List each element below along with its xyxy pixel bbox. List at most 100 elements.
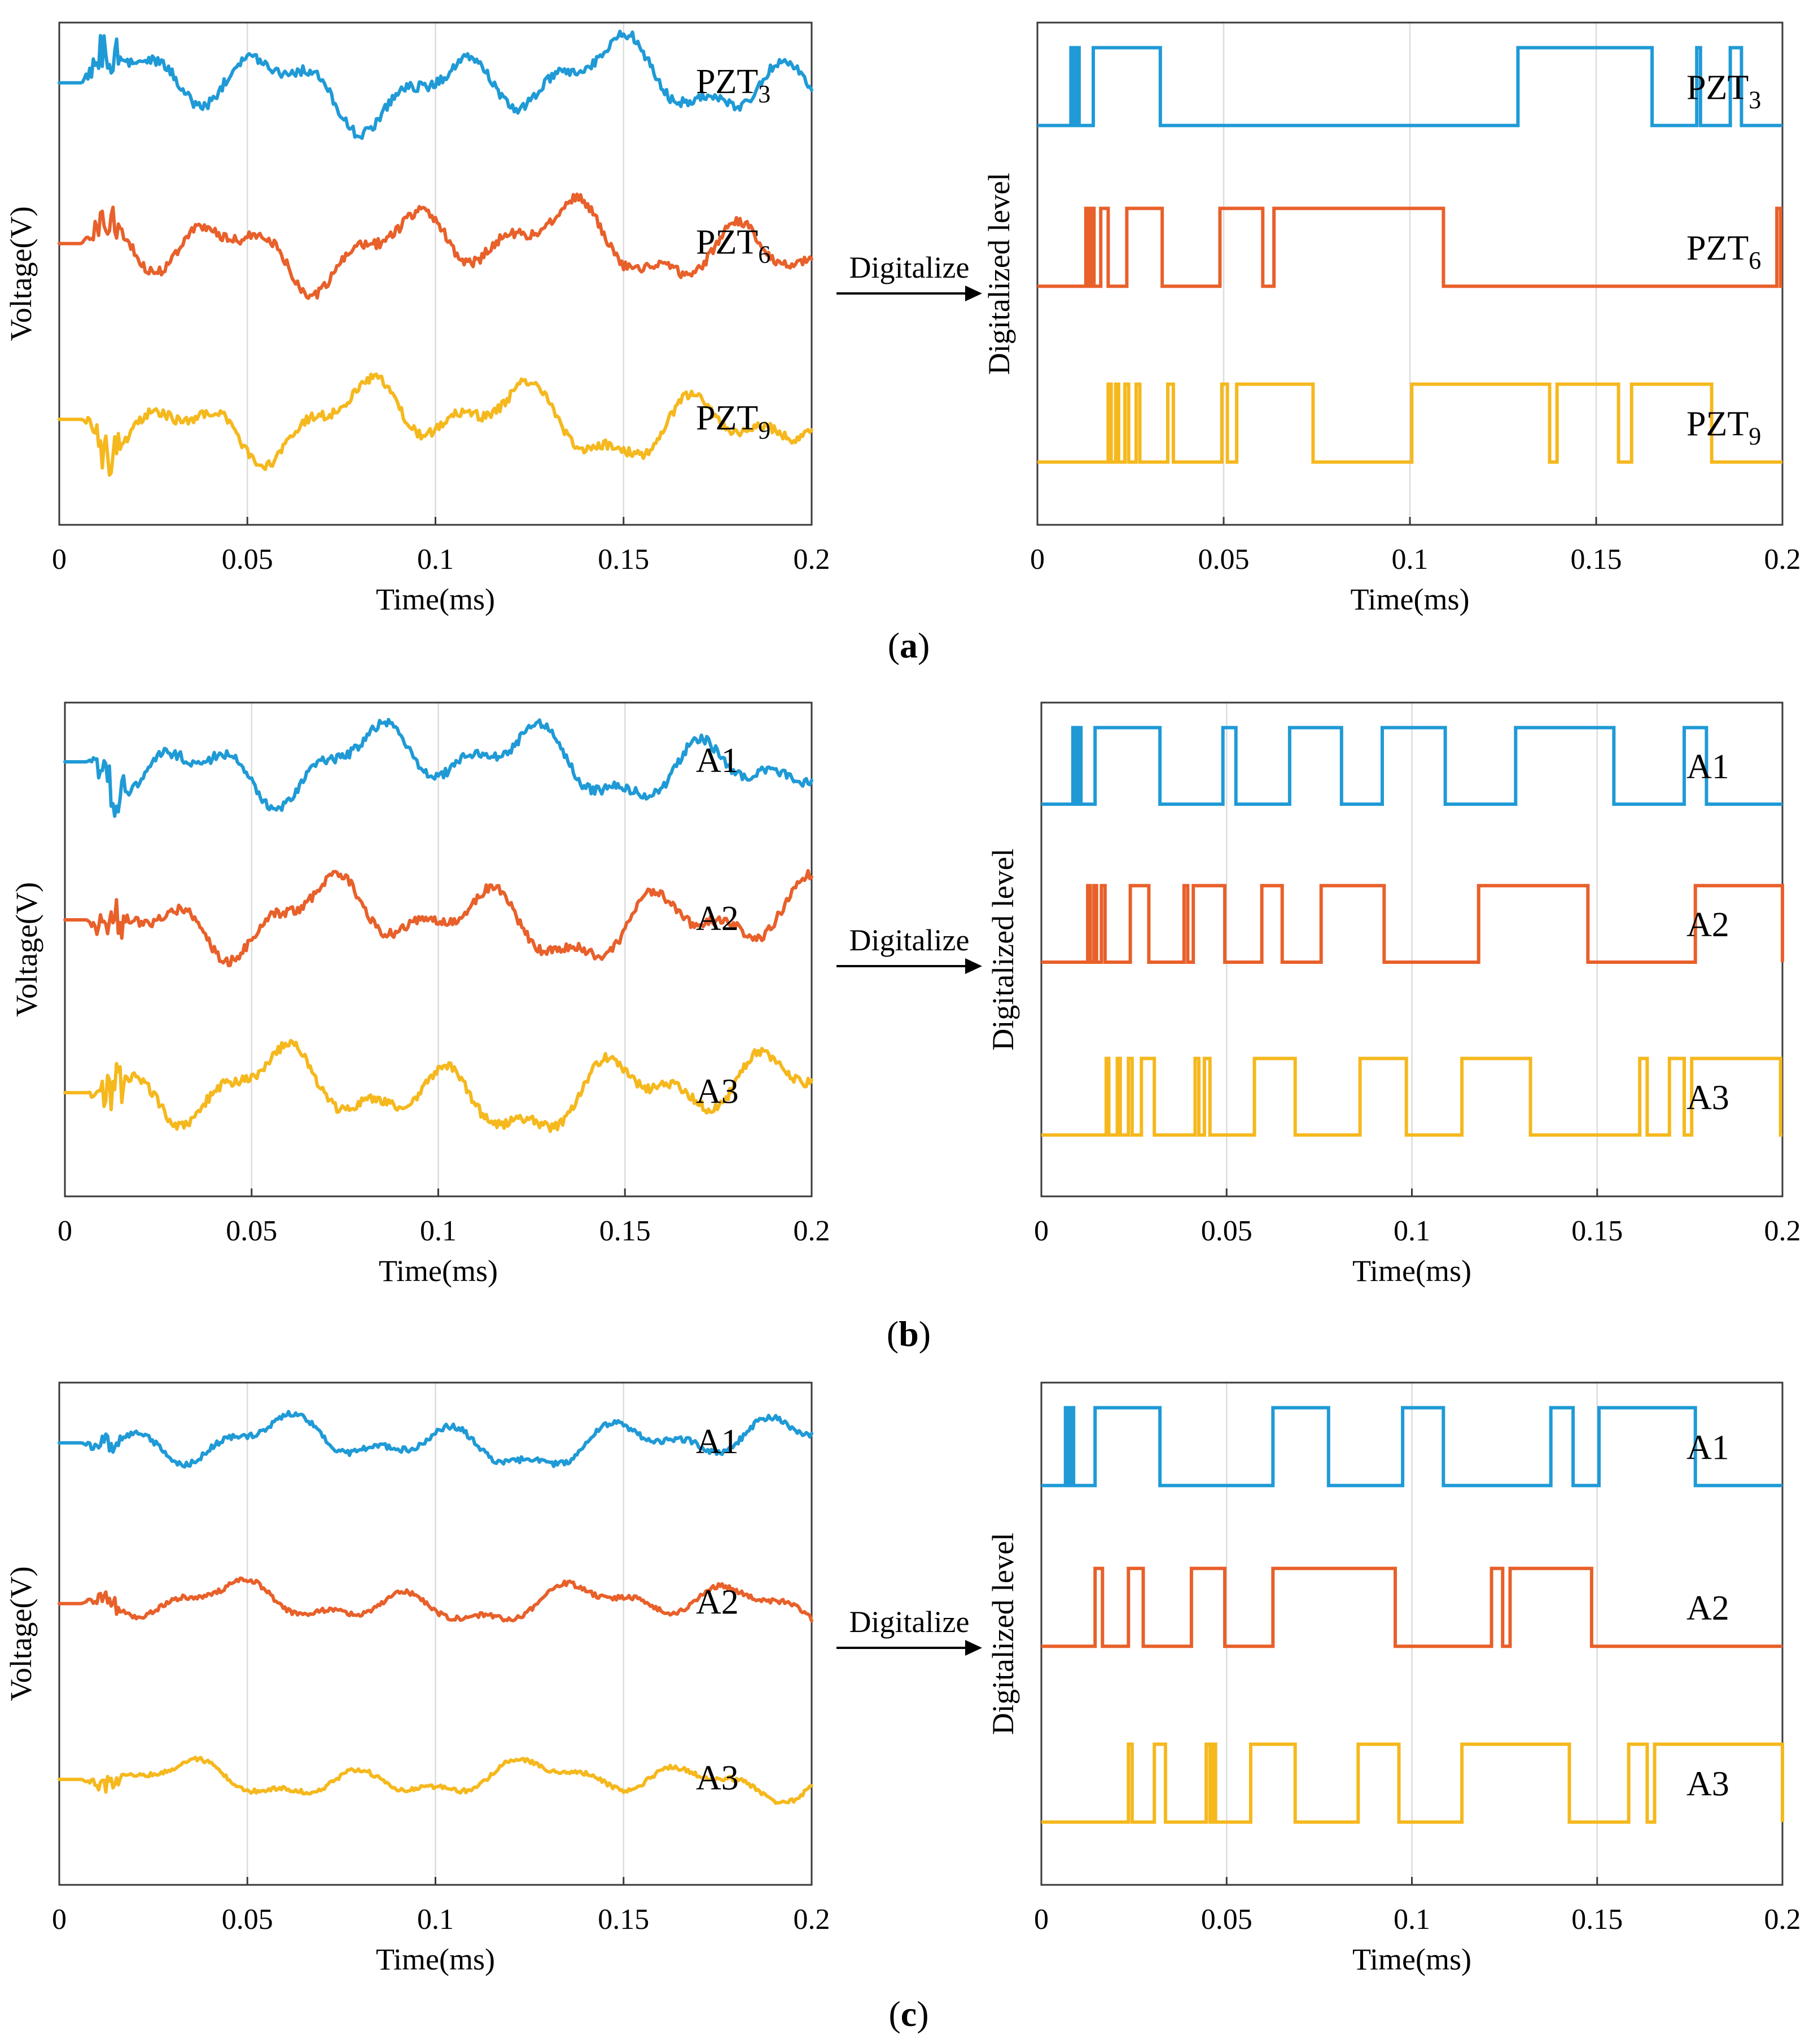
analog-xtick-label: 0.1 — [417, 1903, 454, 1936]
digital-trace-A1 — [1041, 726, 1782, 806]
analog-trace-PZT9 — [58, 372, 813, 477]
digital-series-label: A2 — [1686, 1589, 1729, 1628]
digital-trace-A3 — [1041, 1056, 1782, 1137]
digital-series-label: A3 — [1686, 1765, 1729, 1804]
digital-xlabel: Time(ms) — [1352, 1254, 1471, 1288]
analog-ylabel: Voltage(V) — [4, 207, 38, 341]
digital-axes-frame — [1036, 21, 1784, 526]
digital-series-label: PZT6 — [1686, 229, 1761, 274]
analog-trace-A3 — [58, 1756, 813, 1805]
digital-series-label: A1 — [1686, 748, 1729, 786]
analog-xtick-label: 0.15 — [598, 543, 649, 576]
analog-series-label: A3 — [696, 1072, 739, 1111]
analog-trace-A2 — [63, 869, 813, 968]
analog-trace-PZT3 — [58, 29, 813, 140]
analog-trace-A1 — [63, 718, 813, 818]
analog-xlabel: Time(ms) — [376, 582, 495, 616]
analog-xtick-label: 0.15 — [598, 1903, 649, 1936]
analog-xtick-label: 0.1 — [417, 543, 454, 576]
digital-trace-PZT6 — [1037, 207, 1782, 288]
figure-row-a: 0 0.05 0.1 0.15 0.2 Time(ms) Voltage(V) PZT3 PZT… — [4, 21, 1801, 665]
analog-series-label: PZT3 — [696, 63, 770, 108]
digitalize-label: Digitalize — [849, 923, 970, 957]
analog-trace-A1 — [58, 1410, 813, 1469]
digital-series-label: A3 — [1686, 1078, 1729, 1117]
digitalize-label: Digitalize — [849, 1605, 970, 1639]
digital-axes-frame — [1040, 1381, 1784, 1886]
digital-xtick-label: 0.2 — [1764, 543, 1801, 576]
analog-ylabel: Voltage(V) — [10, 882, 43, 1017]
panel-caption: (b) — [887, 1314, 931, 1354]
digital-panel-c: 0 0.05 0.1 0.15 0.2 Time(ms) Digitalized level… — [986, 1381, 1801, 1976]
digitalize-arrow: Digitalize — [836, 251, 982, 301]
analog-series-label: A1 — [696, 742, 739, 780]
digital-xtick-label: 0 — [1030, 543, 1045, 576]
analog-trace-A3 — [63, 1038, 813, 1133]
analog-xtick-label: 0.1 — [420, 1215, 457, 1247]
digital-trace-PZT9 — [1037, 382, 1782, 464]
analog-xtick-label: 0.05 — [226, 1215, 277, 1247]
analog-panel-a: 0 0.05 0.1 0.15 0.2 Time(ms) Voltage(V) PZT3 PZT… — [4, 21, 830, 616]
analog-xtick-label: 0 — [52, 1903, 67, 1936]
digital-xtick-label: 0.2 — [1764, 1903, 1801, 1936]
analog-axes-frame — [58, 1381, 813, 1886]
digital-xtick-label: 0.15 — [1571, 1215, 1623, 1247]
digital-panel-a: 0 0.05 0.1 0.15 0.2 Time(ms) Digitalized level… — [982, 21, 1801, 616]
arrow-head — [965, 1640, 982, 1656]
digital-xtick-label: 0.15 — [1571, 543, 1622, 576]
analog-axes-frame — [58, 21, 813, 526]
panel-caption: (a) — [888, 625, 930, 665]
analog-xtick-label: 0 — [52, 543, 67, 576]
digital-xtick-label: 0.1 — [1394, 1903, 1430, 1936]
digital-ylabel: Digitalized level — [982, 173, 1016, 375]
digital-xlabel: Time(ms) — [1350, 582, 1469, 616]
arrow-head — [965, 286, 982, 301]
analog-xlabel: Time(ms) — [379, 1254, 498, 1288]
digital-trace-A3 — [1041, 1742, 1784, 1824]
figure-row-c: 0 0.05 0.1 0.15 0.2Time(ms)Voltage(V)A1A2A30… — [4, 1381, 1801, 2034]
digital-trace-A2 — [1041, 1567, 1782, 1648]
digital-series-label: PZT3 — [1686, 68, 1761, 113]
digitalize-arrow: Digitalize — [836, 923, 982, 974]
analog-panel-c: 0 0.05 0.1 0.15 0.2 Time(ms) Voltage(V) A1 A2 A3 — [4, 1381, 830, 1976]
digital-trace-A2 — [1041, 884, 1784, 964]
analog-xtick-label: 0 — [58, 1215, 72, 1247]
digital-xtick-label: 0 — [1034, 1215, 1049, 1247]
analog-panel-b: 0 0.05 0.1 0.15 0.2 Time(ms) Voltage(V) A1 A2 A3 — [10, 701, 830, 1288]
panel-caption: (c) — [888, 1994, 928, 2034]
digital-xtick-label: 0.2 — [1764, 1215, 1801, 1247]
digital-trace-PZT3 — [1037, 46, 1782, 128]
digitalize-arrow: Digitalize — [836, 1605, 982, 1656]
digital-xtick-label: 0.05 — [1201, 1215, 1252, 1247]
analog-series-label: PZT9 — [696, 399, 770, 444]
digital-xtick-label: 0 — [1034, 1903, 1049, 1936]
analog-trace-PZT6 — [58, 192, 813, 300]
analog-series-label: PZT6 — [696, 223, 770, 269]
digital-xtick-label: 0.1 — [1394, 1215, 1430, 1247]
analog-axes-frame — [64, 701, 813, 1198]
digital-panel-b: 0 0.05 0.1 0.15 0.2 Time(ms) Digitalized level… — [986, 701, 1801, 1288]
analog-xtick-label: 0.05 — [222, 543, 273, 576]
analog-xtick-label: 0.2 — [794, 1215, 830, 1247]
digital-series-label: A2 — [1686, 906, 1729, 944]
digital-xtick-label: 0.1 — [1392, 543, 1429, 576]
analog-series-label: A2 — [696, 900, 739, 938]
analog-series-label: A1 — [696, 1423, 739, 1461]
figure-row-b: 0 0.05 0.1 0.15 0.2Time(ms)Voltage(V)A1A2A30… — [10, 701, 1801, 1354]
analog-xtick-label: 0.2 — [794, 1903, 830, 1936]
analog-xlabel: Time(ms) — [376, 1942, 495, 1976]
digitalize-label: Digitalize — [849, 251, 970, 284]
analog-series-label: A2 — [696, 1584, 739, 1622]
digital-ylabel: Digitalized level — [986, 1533, 1020, 1735]
analog-xtick-label: 0.05 — [222, 1903, 273, 1936]
digital-trace-A1 — [1041, 1406, 1782, 1488]
digital-xlabel: Time(ms) — [1352, 1942, 1471, 1976]
digital-series-label: PZT9 — [1686, 405, 1761, 450]
digital-xtick-label: 0.15 — [1571, 1903, 1623, 1936]
analog-xtick-label: 0.15 — [599, 1215, 651, 1247]
analog-series-label: A3 — [696, 1759, 739, 1797]
digital-xtick-label: 0.05 — [1198, 543, 1250, 576]
analog-ylabel: Voltage(V) — [4, 1567, 38, 1701]
arrow-head — [965, 958, 982, 974]
